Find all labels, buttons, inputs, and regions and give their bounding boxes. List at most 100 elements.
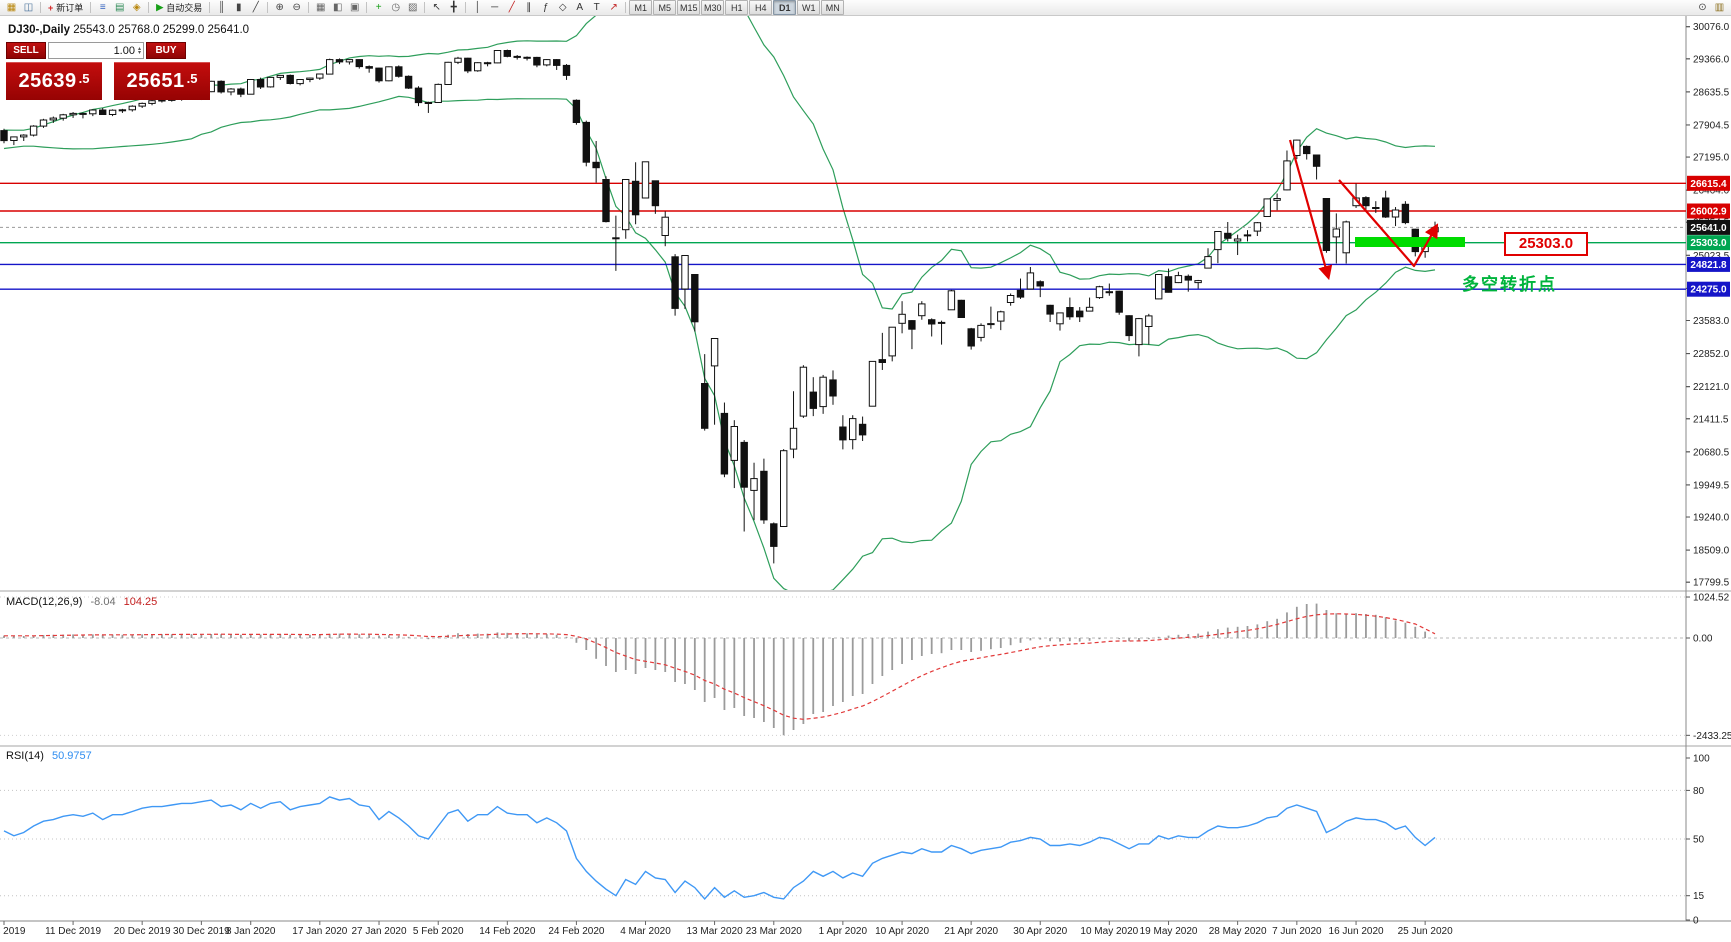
candle [69,112,77,116]
rsi-name: RSI(14) [6,750,44,762]
candle [592,161,600,169]
timeframe-MN[interactable]: MN [821,0,845,15]
trend-arrow[interactable] [1338,179,1439,268]
toolbar-separator [90,2,92,13]
templates-icon[interactable]: ▨ [407,1,418,13]
arrow-tools-icon[interactable]: ↗ [609,1,618,13]
candle [49,117,57,121]
price-tick-label: 23583.0 [1693,316,1730,327]
horizontal-line-icon[interactable]: ─ [491,1,499,13]
tile-windows-icon[interactable]: ▦ [315,1,326,13]
candle [355,59,364,68]
sell-button[interactable]: SELL [6,42,46,59]
candle [444,61,452,85]
candle [918,303,926,317]
bar-chart-icon[interactable]: ║ [218,1,226,13]
zoom-in-icon[interactable]: ⊕ [275,1,284,13]
indicators-icon[interactable]: + [375,1,382,13]
date-label: 27 Jan 2020 [351,926,406,937]
period-icon[interactable]: ◷ [391,1,401,13]
candle [1401,203,1410,224]
timeframe-M15[interactable]: M15 [677,0,701,15]
volume-spinner[interactable]: ▴ ▾ [137,45,141,56]
candle [858,423,867,436]
timeframe-H4[interactable]: H4 [749,0,773,15]
line-chart-icon[interactable]: ╱ [252,1,259,13]
crosshair-icon[interactable]: ╋ [450,1,457,13]
candle [849,418,857,441]
candle [1125,315,1133,337]
turning-point-note: 多空转折点 [1462,275,1557,294]
navigator-icon[interactable]: ◈ [132,1,141,13]
search-icon[interactable]: ⊙ [1698,1,1707,13]
timeframe-D1[interactable]: D1 [773,0,797,15]
price-tick-label: 18509.0 [1693,546,1730,557]
candle [730,426,738,461]
trend-arrow[interactable] [1288,139,1333,281]
data-window-icon[interactable]: ▤ [115,1,125,13]
candle [395,66,403,77]
candle [928,319,936,325]
candle [710,338,719,367]
candlestick-chart-icon[interactable]: ▮ [235,1,242,13]
cursor-icon[interactable]: ↖ [432,1,441,13]
candle [799,366,808,417]
date-label: 21 Apr 2020 [944,926,998,937]
shapes-icon[interactable]: ◇ [558,1,567,13]
buy-price-display[interactable]: 25651 .5 [114,62,210,100]
new-order-button[interactable]: + 新订单 [44,1,87,15]
candle [1362,197,1370,207]
axis-price-label: 24275.0 [1690,285,1727,296]
candle [1194,280,1202,284]
timeframe-M1[interactable]: M1 [629,0,653,15]
price-axis[interactable]: 30076.0 29366.0 28635.5 27904.5 27195.0 26464… [1686,22,1730,589]
candle [1233,238,1242,242]
price-tick-label: 29366.0 [1693,54,1730,65]
toolbar-separator [267,2,269,13]
candle [602,179,610,223]
label-icon[interactable]: T [593,1,600,13]
channel-icon[interactable]: ∥ [526,1,532,13]
timeframe-W1[interactable]: W1 [797,0,821,15]
price-chart[interactable]: 30076.0 29366.0 28635.5 27904.5 27195.0 26464… [0,16,1731,942]
chart-window-icon[interactable]: ▦ [6,1,17,13]
macd-scale-label: -2433.25 [1693,731,1731,742]
candle [631,180,640,216]
timeframe-H1[interactable]: H1 [725,0,749,15]
axis-price-label-box [1687,175,1730,191]
candle [997,311,1005,322]
candle [691,274,699,323]
sell-price-display[interactable]: 25639 .5 [6,62,102,100]
volume-input[interactable]: 1.00 ▴ ▾ [48,42,144,59]
tick-chart-icon[interactable]: ◫ [23,1,34,13]
timeframe-M5[interactable]: M5 [653,0,677,15]
market-watch-icon[interactable]: ≡ [99,1,106,13]
candle [20,134,28,138]
candle [513,55,521,58]
candle [385,66,393,82]
spinner-up-icon[interactable]: ▴ [137,45,141,52]
arrange-windows-icon[interactable]: ▣ [349,1,360,13]
text-icon[interactable]: A [576,1,584,13]
cascade-windows-icon[interactable]: ◧ [332,1,343,13]
macd-indicator-label: MACD(12,26,9) -8.04 104.25 [6,596,157,608]
fibonacci-icon[interactable]: ƒ [542,1,549,13]
autotrading-button[interactable]: ▶ 自动交易 [152,1,206,15]
candle [809,391,817,409]
candle [39,119,48,127]
spinner-down-icon[interactable]: ▾ [137,49,141,56]
buy-button[interactable]: BUY [146,42,186,59]
timeframe-M30[interactable]: M30 [701,0,725,15]
axis-price-label-box [1687,256,1730,272]
vertical-line-icon[interactable]: │ [474,1,481,13]
candle [29,125,38,136]
trendline-icon[interactable]: ╱ [508,1,515,13]
candle [572,99,581,124]
zoom-out-icon[interactable]: ⊖ [292,1,301,13]
candle [108,109,117,115]
candle [1293,139,1301,157]
candle [474,62,482,72]
candle [1145,315,1153,327]
news-icon[interactable]: ▥ [1714,1,1725,13]
